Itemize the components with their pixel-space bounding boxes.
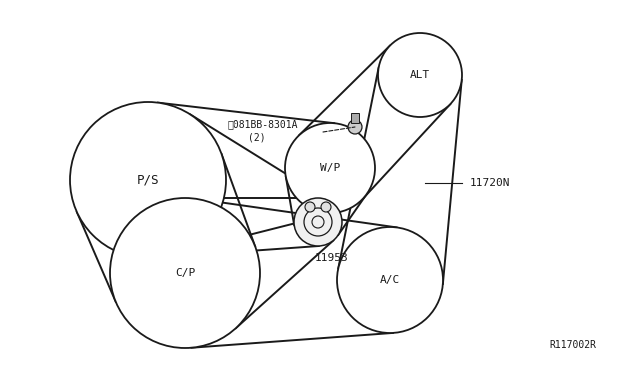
Circle shape bbox=[337, 227, 443, 333]
Text: P/S: P/S bbox=[137, 173, 159, 186]
Circle shape bbox=[285, 123, 375, 213]
Circle shape bbox=[312, 216, 324, 228]
Text: Ⓑ081BB-8301A: Ⓑ081BB-8301A bbox=[228, 119, 298, 129]
Circle shape bbox=[70, 102, 226, 258]
Circle shape bbox=[110, 198, 260, 348]
Bar bbox=[351, 113, 359, 123]
Circle shape bbox=[294, 198, 342, 246]
Circle shape bbox=[378, 33, 462, 117]
Text: 11953: 11953 bbox=[315, 253, 349, 263]
Text: R117002R: R117002R bbox=[549, 340, 596, 350]
Circle shape bbox=[305, 202, 315, 212]
Text: W/P: W/P bbox=[320, 163, 340, 173]
Circle shape bbox=[304, 208, 332, 236]
Text: C/P: C/P bbox=[175, 268, 195, 278]
Text: (2): (2) bbox=[248, 132, 266, 142]
Circle shape bbox=[321, 202, 331, 212]
Text: 11720N: 11720N bbox=[470, 178, 511, 188]
Text: A/C: A/C bbox=[380, 275, 400, 285]
Text: ALT: ALT bbox=[410, 70, 430, 80]
Circle shape bbox=[348, 120, 362, 134]
